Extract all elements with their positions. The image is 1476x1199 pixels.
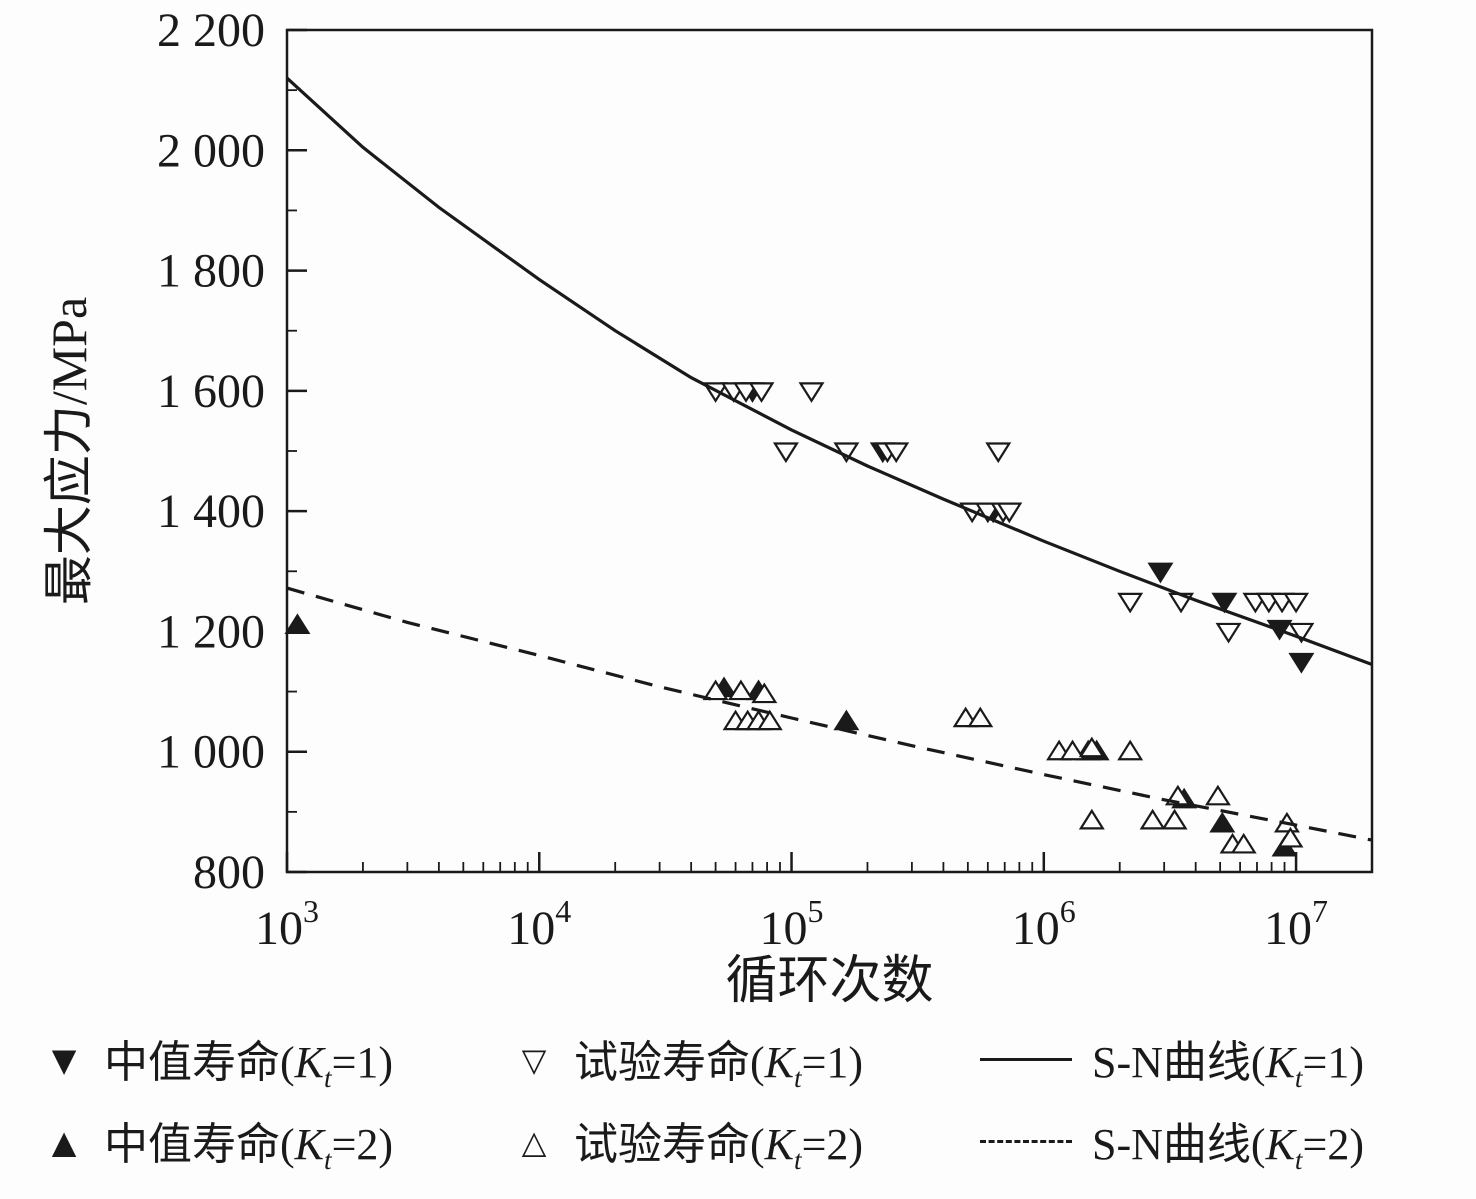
x-axis-label: 循环次数 — [725, 953, 933, 1010]
x-tick-label: 103 — [255, 893, 319, 955]
sn-chart: 103 104 105 106 107 800 1 000 1 200 1 400 1 600 1 … — [41, 4, 1374, 1010]
line-dashed-icon — [980, 1140, 1072, 1144]
series-test-life-kt2 — [702, 679, 1304, 854]
legend-label-curve-kt1: S-N曲线(Kt=1) — [1092, 1038, 1364, 1093]
legend-item-test-kt1: ▽ 试验寿命(Kt=1) — [510, 1026, 980, 1094]
y-tick-label: 1 600 — [157, 365, 265, 418]
series-median-life-kt2 — [284, 613, 1298, 857]
series-sn-curve-kt2 — [286, 586, 1373, 842]
triangle-down-filled-icon: ▼ — [51, 1040, 77, 1079]
x-tick-label: 107 — [1264, 893, 1328, 955]
triangle-down-open-icon: ▽ — [521, 1040, 547, 1079]
x-tick-label: 106 — [1012, 893, 1076, 955]
y-tick-label: 1 800 — [157, 245, 265, 298]
y-tick-label: 800 — [193, 846, 265, 899]
y-tick-label: 2 000 — [157, 124, 265, 177]
axes-ticks: 103 104 105 106 107 800 1 000 1 200 1 400 1 600 1 … — [157, 4, 1373, 955]
y-tick-label: 1 200 — [157, 605, 265, 658]
x-tick-label: 105 — [760, 893, 824, 955]
line-solid-icon — [980, 1058, 1072, 1062]
legend-item-curve-kt1: S-N曲线(Kt=1) — [980, 1026, 1476, 1094]
triangle-up-open-icon: △ — [521, 1122, 547, 1161]
legend-label-curve-kt2: S-N曲线(Kt=2) — [1092, 1119, 1364, 1175]
legend-label-median-kt1: 中值寿命(Kt=1) — [104, 1038, 394, 1093]
y-tick-label: 1 000 — [157, 726, 265, 779]
chart-legend: ▼ 中值寿命(Kt=1) ▽ 试验寿命(Kt=1) S-N曲线(Kt=1) ▲ … — [0, 1020, 1476, 1176]
y-tick-label: 2 200 — [157, 4, 265, 57]
legend-label-test-kt1: 试验寿命(Kt=1) — [574, 1038, 864, 1093]
x-tick-label: 104 — [507, 893, 571, 955]
legend-label-median-kt2: 中值寿命(Kt=2) — [104, 1119, 394, 1175]
series-sn-curve-kt1 — [285, 76, 1373, 666]
legend-item-median-kt2: ▲ 中值寿命(Kt=2) — [40, 1108, 510, 1176]
plot-frame — [285, 28, 1374, 874]
legend-item-median-kt1: ▼ 中值寿命(Kt=1) — [40, 1026, 510, 1094]
legend-item-curve-kt2: S-N曲线(Kt=2) — [980, 1108, 1476, 1176]
legend-item-test-kt2: △ 试验寿命(Kt=2) — [510, 1108, 980, 1176]
y-tick-label: 1 400 — [157, 485, 265, 538]
triangle-up-filled-icon: ▲ — [51, 1122, 77, 1161]
y-axis-label: 最大应力/MPa — [41, 297, 97, 605]
legend-label-test-kt2: 试验寿命(Kt=2) — [574, 1119, 864, 1175]
